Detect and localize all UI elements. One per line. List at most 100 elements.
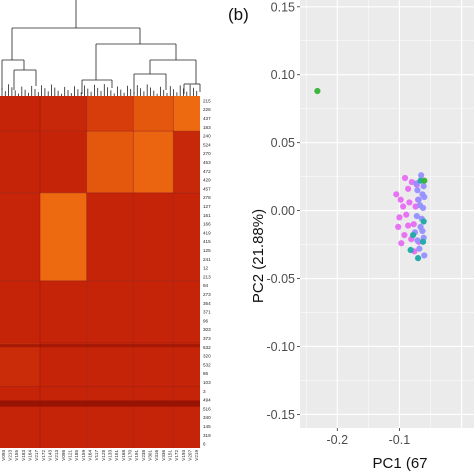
heatmap-cell-block bbox=[133, 192, 174, 281]
heatmap-column-label: V093 bbox=[1, 450, 6, 461]
scatter-point bbox=[396, 214, 403, 221]
heatmap-row-label: 320 bbox=[203, 354, 211, 359]
heatmap-row-label: 532 bbox=[203, 362, 211, 367]
heatmap-cell-block bbox=[86, 386, 134, 448]
scatter-point bbox=[397, 196, 404, 203]
scatter-point bbox=[421, 193, 428, 201]
heatmap-cell-block bbox=[173, 96, 200, 132]
scatter-point bbox=[416, 202, 424, 209]
y-tick-labels: -0.15 -0.10 -0.05 0.00 0.05 0.10 0.15 bbox=[267, 0, 300, 422]
scatter-point bbox=[413, 212, 420, 220]
heatmap-cell-block bbox=[173, 386, 200, 448]
scatter-point bbox=[419, 227, 426, 235]
heatmap-row-label: 145 bbox=[203, 424, 211, 429]
scatter-point bbox=[405, 222, 412, 229]
heatmap-row-label: 453 bbox=[203, 160, 211, 165]
heatmap-row-label: 94 bbox=[203, 283, 209, 288]
heatmap-row-label: 278 bbox=[203, 195, 211, 200]
heatmap-cell-block bbox=[133, 386, 174, 448]
heatmap-row-label: 273 bbox=[203, 292, 211, 297]
heatmap-cell-block bbox=[40, 386, 87, 448]
scatter-point bbox=[414, 255, 422, 262]
heatmap-row-label: 371 bbox=[203, 310, 211, 315]
heatmap-row-label: 6 bbox=[203, 442, 206, 447]
pca-scatter-panel: -0.15 -0.10 -0.05 0.00 0.05 0.10 0.15 -0.2 -0.1… bbox=[224, 0, 474, 472]
heatmap-row-label: 103 bbox=[203, 380, 211, 385]
scatter-point bbox=[420, 183, 427, 190]
heatmap-column-label: V217 bbox=[34, 450, 39, 461]
scatter-point bbox=[407, 246, 414, 254]
heatmap-row-label: 12 bbox=[203, 266, 209, 271]
heatmap-column-label: V164 bbox=[88, 450, 93, 461]
panel-label: (b) bbox=[228, 5, 249, 24]
scatter-point bbox=[419, 238, 427, 245]
heatmap-column-label: V170 bbox=[128, 450, 133, 461]
scatter-point bbox=[421, 252, 428, 259]
heatmap-column-label: V316 bbox=[154, 450, 159, 461]
heatmap-cell-block bbox=[173, 131, 200, 193]
heatmap-row-label: 215 bbox=[203, 98, 211, 103]
heatmap-cell-block bbox=[0, 280, 40, 343]
scatter-point bbox=[398, 240, 405, 247]
heatmap-row-label: 340 bbox=[203, 415, 211, 420]
heatmap-cell-block bbox=[86, 280, 134, 343]
heatmap-cell-block bbox=[133, 342, 174, 387]
heatmap-row-label: 183 bbox=[203, 125, 211, 130]
heatmap-row-label: 303 bbox=[203, 327, 211, 332]
heatmap-row-label: 494 bbox=[203, 398, 211, 403]
heatmap-column-label: V219 bbox=[194, 450, 199, 461]
panel-label-background bbox=[224, 4, 250, 26]
x-tick-labels: -0.2 -0.1 bbox=[327, 428, 411, 447]
heatmap-row-label: 524 bbox=[203, 142, 211, 147]
scatter-point bbox=[403, 211, 410, 218]
heatmap-cell-block bbox=[86, 96, 134, 132]
heatmap-column-label: V193 bbox=[181, 450, 186, 461]
heatmap-row-label: 364 bbox=[203, 301, 211, 306]
x-tick-label: -0.1 bbox=[389, 433, 411, 447]
heatmap-column-label: V143 bbox=[48, 450, 53, 461]
heatmap-cells bbox=[0, 96, 200, 448]
heatmap-column-label: V191 bbox=[134, 450, 139, 461]
heatmap-cell-band bbox=[0, 344, 200, 348]
y-tick-label: 0.10 bbox=[271, 68, 295, 82]
scatter-point bbox=[406, 199, 413, 206]
scatter-point bbox=[400, 203, 407, 210]
x-axis-label: PC1 (67 bbox=[372, 455, 427, 472]
scatter-point bbox=[401, 174, 409, 182]
heatmap-cell-block bbox=[40, 96, 87, 132]
heatmap-cell-block bbox=[173, 280, 200, 343]
heatmap-row-label: 127 bbox=[203, 204, 211, 209]
heatmap-row-label: 457 bbox=[203, 186, 211, 191]
heatmap-row-label: 240 bbox=[203, 134, 211, 139]
heatmap-cell-block bbox=[133, 280, 174, 343]
scatter-point bbox=[418, 172, 425, 179]
scatter-points bbox=[314, 87, 428, 262]
heatmap-row-labels: 215 226 437 183 240 524 270 453 472 429 457 278 127 1… bbox=[203, 98, 211, 446]
heatmap-column-label: V117 bbox=[94, 450, 99, 461]
heatmap-column-label: V168 bbox=[121, 450, 126, 461]
heatmap-row-label: 125 bbox=[203, 248, 211, 253]
scatter-point bbox=[314, 87, 321, 95]
heatmap-column-label: V151 bbox=[114, 450, 119, 461]
scatter-point bbox=[405, 185, 412, 192]
heatmap-cell-block bbox=[0, 131, 40, 193]
heatmap-cell-block bbox=[40, 342, 87, 387]
x-tick-label: -0.2 bbox=[327, 433, 349, 447]
heatmap-cell-block bbox=[86, 131, 134, 193]
plot-gridlines bbox=[300, 0, 474, 428]
heatmap-column-label: V159 bbox=[81, 450, 86, 461]
heatmap-row-label: 96 bbox=[203, 318, 209, 323]
heatmap-cell-block bbox=[40, 131, 87, 193]
heatmap-column-label: V151 bbox=[168, 450, 173, 461]
heatmap-cell-block bbox=[0, 192, 40, 281]
heatmap-row-label: 373 bbox=[203, 336, 211, 341]
heatmap-column-label: V183 bbox=[21, 450, 26, 461]
scatter-point bbox=[401, 231, 408, 239]
heatmap-column-label: V098 bbox=[61, 450, 66, 461]
y-axis-label: PC2 (21.88%) bbox=[250, 209, 267, 303]
heatmap-row-label: 532 bbox=[203, 345, 211, 350]
heatmap-row-label: 3 bbox=[203, 389, 206, 394]
heatmap-cell-block bbox=[86, 192, 134, 281]
scatter-point bbox=[421, 177, 428, 184]
